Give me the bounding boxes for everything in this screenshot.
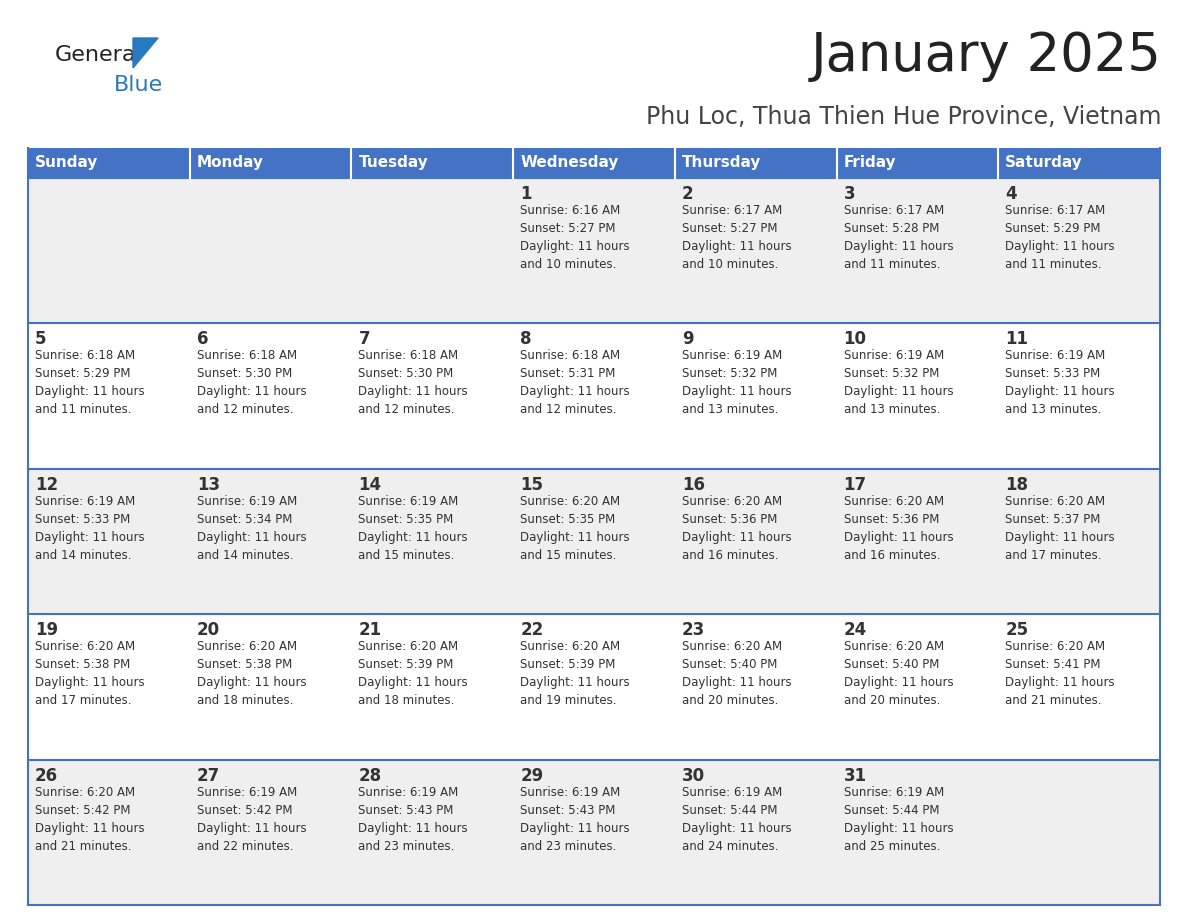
Text: Sunrise: 6:19 AM
Sunset: 5:32 PM
Daylight: 11 hours
and 13 minutes.: Sunrise: 6:19 AM Sunset: 5:32 PM Dayligh… (843, 350, 953, 417)
Text: 6: 6 (197, 330, 208, 349)
Text: Sunrise: 6:18 AM
Sunset: 5:30 PM
Daylight: 11 hours
and 12 minutes.: Sunrise: 6:18 AM Sunset: 5:30 PM Dayligh… (197, 350, 307, 417)
Text: Sunrise: 6:16 AM
Sunset: 5:27 PM
Daylight: 11 hours
and 10 minutes.: Sunrise: 6:16 AM Sunset: 5:27 PM Dayligh… (520, 204, 630, 271)
Text: 28: 28 (359, 767, 381, 785)
Text: 17: 17 (843, 476, 867, 494)
Text: 18: 18 (1005, 476, 1029, 494)
Text: Sunrise: 6:18 AM
Sunset: 5:29 PM
Daylight: 11 hours
and 11 minutes.: Sunrise: 6:18 AM Sunset: 5:29 PM Dayligh… (34, 350, 145, 417)
Text: 22: 22 (520, 621, 543, 639)
Text: Tuesday: Tuesday (359, 155, 428, 171)
Bar (29, 178, 1159, 323)
Text: Sunrise: 6:19 AM
Sunset: 5:34 PM
Daylight: 11 hours
and 14 minutes.: Sunrise: 6:19 AM Sunset: 5:34 PM Dayligh… (197, 495, 307, 562)
Bar (29, 148, 190, 178)
Text: Sunrise: 6:20 AM
Sunset: 5:42 PM
Daylight: 11 hours
and 21 minutes.: Sunrise: 6:20 AM Sunset: 5:42 PM Dayligh… (34, 786, 145, 853)
Text: Sunrise: 6:20 AM
Sunset: 5:39 PM
Daylight: 11 hours
and 19 minutes.: Sunrise: 6:20 AM Sunset: 5:39 PM Dayligh… (520, 640, 630, 707)
Bar (675, 148, 836, 178)
Text: Sunrise: 6:19 AM
Sunset: 5:33 PM
Daylight: 11 hours
and 14 minutes.: Sunrise: 6:19 AM Sunset: 5:33 PM Dayligh… (34, 495, 145, 562)
Text: Sunrise: 6:20 AM
Sunset: 5:36 PM
Daylight: 11 hours
and 16 minutes.: Sunrise: 6:20 AM Sunset: 5:36 PM Dayligh… (682, 495, 791, 562)
Bar (29, 323, 1159, 469)
Text: 10: 10 (843, 330, 866, 349)
Text: Sunrise: 6:19 AM
Sunset: 5:35 PM
Daylight: 11 hours
and 15 minutes.: Sunrise: 6:19 AM Sunset: 5:35 PM Dayligh… (359, 495, 468, 562)
Text: 19: 19 (34, 621, 58, 639)
Text: 9: 9 (682, 330, 694, 349)
Text: 13: 13 (197, 476, 220, 494)
Text: 8: 8 (520, 330, 532, 349)
Text: 29: 29 (520, 767, 543, 785)
Text: 15: 15 (520, 476, 543, 494)
Polygon shape (133, 38, 158, 68)
Text: 24: 24 (843, 621, 867, 639)
Bar (29, 759, 1159, 905)
Text: 3: 3 (843, 185, 855, 203)
Text: Sunday: Sunday (34, 155, 99, 171)
Text: 14: 14 (359, 476, 381, 494)
Bar (29, 469, 1159, 614)
Bar (513, 148, 675, 178)
Text: Sunrise: 6:17 AM
Sunset: 5:28 PM
Daylight: 11 hours
and 11 minutes.: Sunrise: 6:17 AM Sunset: 5:28 PM Dayligh… (843, 204, 953, 271)
Text: General: General (55, 45, 143, 65)
Text: 16: 16 (682, 476, 704, 494)
Text: Sunrise: 6:20 AM
Sunset: 5:40 PM
Daylight: 11 hours
and 20 minutes.: Sunrise: 6:20 AM Sunset: 5:40 PM Dayligh… (843, 640, 953, 707)
Text: Sunrise: 6:20 AM
Sunset: 5:40 PM
Daylight: 11 hours
and 20 minutes.: Sunrise: 6:20 AM Sunset: 5:40 PM Dayligh… (682, 640, 791, 707)
Text: 1: 1 (520, 185, 532, 203)
Text: Sunrise: 6:19 AM
Sunset: 5:43 PM
Daylight: 11 hours
and 23 minutes.: Sunrise: 6:19 AM Sunset: 5:43 PM Dayligh… (520, 786, 630, 853)
Text: Sunrise: 6:19 AM
Sunset: 5:33 PM
Daylight: 11 hours
and 13 minutes.: Sunrise: 6:19 AM Sunset: 5:33 PM Dayligh… (1005, 350, 1114, 417)
Text: 2: 2 (682, 185, 694, 203)
Text: 7: 7 (359, 330, 369, 349)
Text: Wednesday: Wednesday (520, 155, 619, 171)
Text: Phu Loc, Thua Thien Hue Province, Vietnam: Phu Loc, Thua Thien Hue Province, Vietna… (646, 105, 1162, 129)
Bar (190, 148, 352, 178)
Text: 31: 31 (843, 767, 867, 785)
Text: Sunrise: 6:19 AM
Sunset: 5:44 PM
Daylight: 11 hours
and 24 minutes.: Sunrise: 6:19 AM Sunset: 5:44 PM Dayligh… (682, 786, 791, 853)
Text: Sunrise: 6:20 AM
Sunset: 5:38 PM
Daylight: 11 hours
and 17 minutes.: Sunrise: 6:20 AM Sunset: 5:38 PM Dayligh… (34, 640, 145, 707)
Text: January 2025: January 2025 (811, 30, 1162, 82)
Text: 4: 4 (1005, 185, 1017, 203)
Text: 12: 12 (34, 476, 58, 494)
Text: 21: 21 (359, 621, 381, 639)
Text: Sunrise: 6:20 AM
Sunset: 5:36 PM
Daylight: 11 hours
and 16 minutes.: Sunrise: 6:20 AM Sunset: 5:36 PM Dayligh… (843, 495, 953, 562)
Text: 5: 5 (34, 330, 46, 349)
Text: 30: 30 (682, 767, 704, 785)
Text: Sunrise: 6:19 AM
Sunset: 5:43 PM
Daylight: 11 hours
and 23 minutes.: Sunrise: 6:19 AM Sunset: 5:43 PM Dayligh… (359, 786, 468, 853)
Text: Sunrise: 6:20 AM
Sunset: 5:35 PM
Daylight: 11 hours
and 15 minutes.: Sunrise: 6:20 AM Sunset: 5:35 PM Dayligh… (520, 495, 630, 562)
Text: Sunrise: 6:20 AM
Sunset: 5:39 PM
Daylight: 11 hours
and 18 minutes.: Sunrise: 6:20 AM Sunset: 5:39 PM Dayligh… (359, 640, 468, 707)
Text: Sunrise: 6:19 AM
Sunset: 5:32 PM
Daylight: 11 hours
and 13 minutes.: Sunrise: 6:19 AM Sunset: 5:32 PM Dayligh… (682, 350, 791, 417)
Text: 25: 25 (1005, 621, 1029, 639)
Bar (836, 148, 998, 178)
Text: Blue: Blue (114, 75, 163, 95)
Text: Sunrise: 6:20 AM
Sunset: 5:38 PM
Daylight: 11 hours
and 18 minutes.: Sunrise: 6:20 AM Sunset: 5:38 PM Dayligh… (197, 640, 307, 707)
Text: Sunrise: 6:19 AM
Sunset: 5:42 PM
Daylight: 11 hours
and 22 minutes.: Sunrise: 6:19 AM Sunset: 5:42 PM Dayligh… (197, 786, 307, 853)
Text: Sunrise: 6:20 AM
Sunset: 5:41 PM
Daylight: 11 hours
and 21 minutes.: Sunrise: 6:20 AM Sunset: 5:41 PM Dayligh… (1005, 640, 1114, 707)
Bar (29, 614, 1159, 759)
Text: 20: 20 (197, 621, 220, 639)
Bar (352, 148, 513, 178)
Text: Sunrise: 6:17 AM
Sunset: 5:29 PM
Daylight: 11 hours
and 11 minutes.: Sunrise: 6:17 AM Sunset: 5:29 PM Dayligh… (1005, 204, 1114, 271)
Text: Sunrise: 6:19 AM
Sunset: 5:44 PM
Daylight: 11 hours
and 25 minutes.: Sunrise: 6:19 AM Sunset: 5:44 PM Dayligh… (843, 786, 953, 853)
Text: Sunrise: 6:17 AM
Sunset: 5:27 PM
Daylight: 11 hours
and 10 minutes.: Sunrise: 6:17 AM Sunset: 5:27 PM Dayligh… (682, 204, 791, 271)
Text: Thursday: Thursday (682, 155, 762, 171)
Bar (998, 148, 1159, 178)
Text: 11: 11 (1005, 330, 1029, 349)
Text: Sunrise: 6:18 AM
Sunset: 5:31 PM
Daylight: 11 hours
and 12 minutes.: Sunrise: 6:18 AM Sunset: 5:31 PM Dayligh… (520, 350, 630, 417)
Text: 23: 23 (682, 621, 706, 639)
Text: Monday: Monday (197, 155, 264, 171)
Text: 26: 26 (34, 767, 58, 785)
Text: Friday: Friday (843, 155, 896, 171)
Text: Saturday: Saturday (1005, 155, 1083, 171)
Text: Sunrise: 6:20 AM
Sunset: 5:37 PM
Daylight: 11 hours
and 17 minutes.: Sunrise: 6:20 AM Sunset: 5:37 PM Dayligh… (1005, 495, 1114, 562)
Text: 27: 27 (197, 767, 220, 785)
Text: Sunrise: 6:18 AM
Sunset: 5:30 PM
Daylight: 11 hours
and 12 minutes.: Sunrise: 6:18 AM Sunset: 5:30 PM Dayligh… (359, 350, 468, 417)
